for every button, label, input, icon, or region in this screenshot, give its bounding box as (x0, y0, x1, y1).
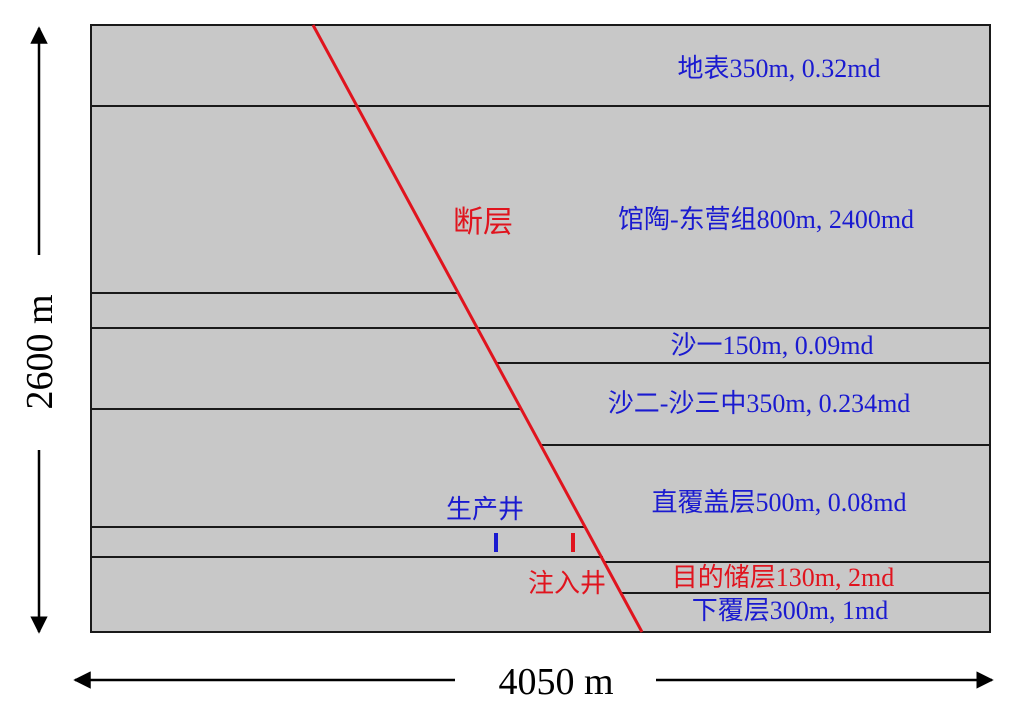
production-well-label: 生产井 (446, 495, 524, 525)
layer-label-caprock: 直覆盖层500m, 0.08md (652, 488, 907, 517)
layer-label-shayi: 沙一150m, 0.09md (671, 331, 874, 360)
layer-label-underburden: 下覆层300m, 1md (692, 596, 888, 625)
fault-label: 断层 (453, 205, 513, 240)
layer-label-target-reservoir: 目的储层130m, 2md (672, 563, 894, 592)
layer-label-surface: 地表350m, 0.32md (678, 54, 881, 83)
layer-label-shaer-shasan: 沙二-沙三中350m, 0.234md (608, 389, 911, 418)
height-dimension-label: 2600 m (19, 294, 61, 409)
injection-well-label: 注入井 (528, 569, 606, 599)
layer-label-guantao-dongying: 馆陶-东营组800m, 2400md (618, 205, 914, 234)
fault-line (311, 24, 644, 633)
width-dimension-label: 4050 m (498, 661, 613, 703)
